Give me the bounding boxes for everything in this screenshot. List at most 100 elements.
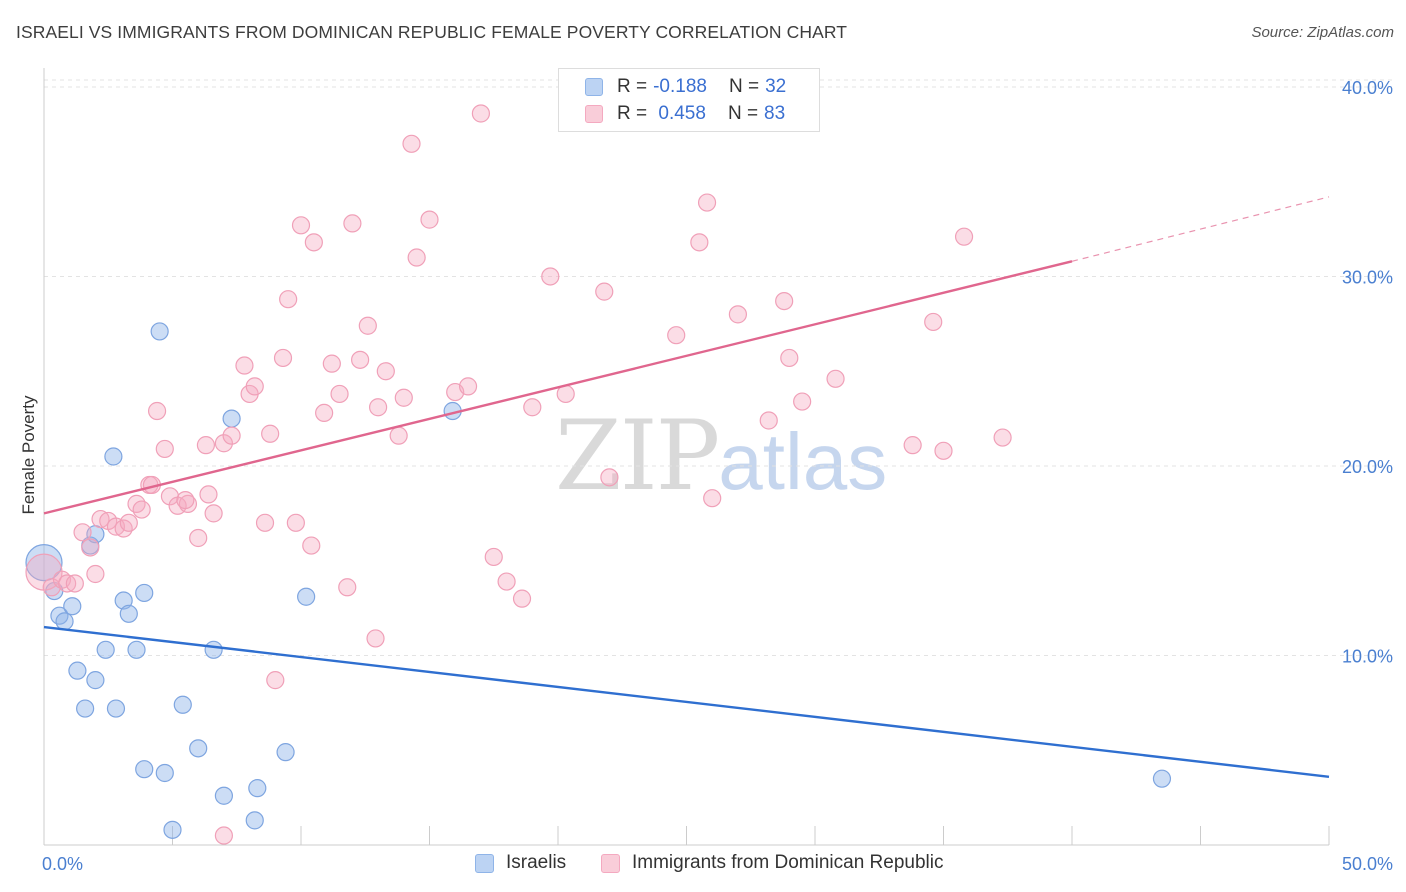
legend-swatch-israelis [585, 78, 603, 96]
series-legend-israelis: Israelis [475, 852, 566, 874]
series-legend: Israelis Immigrants from Dominican Repub… [0, 852, 1406, 878]
dominican-trend-line [43, 260, 1073, 515]
data-points [25, 104, 1172, 845]
dominican-point [954, 227, 974, 246]
dominican-point [471, 104, 490, 123]
dominican-point [826, 369, 845, 388]
dominican-point [402, 134, 421, 153]
israelis-point [1152, 769, 1172, 788]
y-tick-label: 20.0% [1342, 457, 1393, 477]
dominican-point [369, 398, 388, 417]
israelis-point [248, 779, 267, 798]
dominican-point [160, 487, 180, 506]
chart-title: ISRAELI VS IMMIGRANTS FROM DOMINICAN REP… [16, 22, 848, 42]
watermark-atlas: atlas [718, 417, 888, 506]
israelis-point [127, 640, 146, 659]
israelis-point [245, 811, 264, 830]
legend-r-label: R = [617, 103, 648, 124]
israelis-point [68, 661, 87, 680]
dominican-point [204, 504, 223, 523]
dominican-point [235, 356, 254, 375]
dominican-point [924, 312, 943, 332]
israelis-point [214, 786, 233, 805]
dominican-point [81, 538, 100, 557]
dominican-point [255, 513, 275, 532]
dominican-point [366, 629, 385, 648]
dominican-point [541, 267, 560, 286]
israelis-point [189, 739, 208, 758]
israelis-point [135, 760, 154, 779]
dominican-point [993, 428, 1012, 447]
dominican-point [86, 564, 105, 584]
dominican-point [389, 426, 408, 445]
dominican-point [343, 214, 362, 233]
dominican-point [302, 536, 321, 555]
series-swatch-israelis [475, 853, 494, 873]
dominican-point [338, 578, 357, 597]
dominican-point [73, 523, 92, 542]
x-tick-label: 0.0% [42, 854, 83, 874]
dominican-point [214, 826, 233, 845]
dominican-point [189, 528, 208, 548]
dominican-point [595, 282, 614, 301]
dominican-point [934, 441, 953, 460]
dominican-point [322, 354, 341, 373]
dominican-point [667, 326, 686, 345]
israelis-point [150, 322, 169, 341]
dominican-point [214, 434, 233, 453]
y-tick-label: 40.0% [1342, 78, 1393, 98]
dominican-point [780, 348, 799, 368]
dominican-point [407, 248, 426, 267]
israelis-point [25, 544, 63, 582]
legend-n-value: 83 [764, 103, 786, 124]
dominican-point [58, 574, 77, 593]
y-tick-label: 30.0% [1342, 267, 1393, 287]
israelis-trend-line [43, 625, 1330, 778]
dominican-point [351, 350, 370, 369]
watermark-zip: ZIP [555, 400, 720, 512]
dominican-point [132, 500, 151, 519]
dominican-point [155, 439, 174, 459]
watermark: ZIPatlas [555, 400, 887, 512]
dominican-trend-extension [1071, 196, 1330, 262]
dominican-point [728, 305, 748, 324]
legend-n-value: 32 [765, 76, 787, 97]
legend-r-label: R = [617, 76, 648, 97]
dominican-point [690, 233, 709, 252]
israelis-point [222, 409, 241, 428]
dominican-point [42, 578, 61, 597]
legend-swatch-dominican [585, 105, 603, 123]
israelis-point [106, 699, 126, 718]
legend-n-label: N = [727, 103, 759, 124]
dominican-point [315, 403, 334, 423]
israelis-point [276, 743, 295, 762]
dominican-point [759, 411, 778, 430]
trend-lines [43, 196, 1330, 778]
dominican-point [291, 216, 311, 235]
dominican-point [484, 547, 503, 567]
dominican-point [497, 572, 516, 591]
x-tick-label: 50.0% [1342, 854, 1393, 874]
dominican-point [394, 388, 413, 407]
dominican-point [793, 392, 812, 411]
dominican-point [512, 589, 532, 608]
dominican-point [245, 377, 264, 396]
israelis-point [297, 587, 316, 606]
israelis-point [50, 606, 69, 625]
series-name-dominican: Immigrants from Dominican Republic [632, 852, 944, 873]
legend-row-israelis: R = -0.188 N = 32 [585, 75, 786, 99]
dominican-point [222, 426, 241, 445]
dominican-point [775, 292, 794, 311]
dominican-point [273, 348, 293, 368]
dominican-point [420, 210, 439, 229]
dominican-point [376, 362, 395, 381]
israelis-point [173, 695, 192, 714]
dominican-point [196, 436, 216, 455]
dominican-point [114, 519, 133, 538]
dominican-point [523, 398, 542, 417]
legend-r-value: 0.458 [653, 103, 706, 124]
dominican-point [199, 485, 218, 504]
dominican-point [147, 401, 167, 421]
series-name-israelis: Israelis [506, 852, 567, 873]
